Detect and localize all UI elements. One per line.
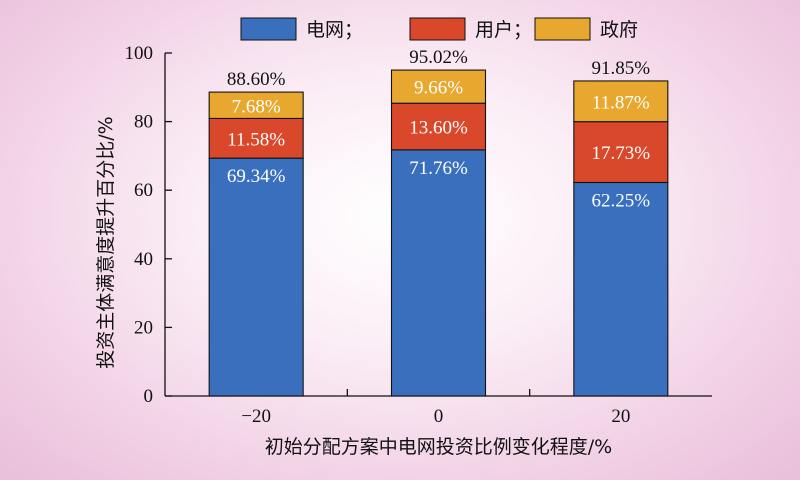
legend-label-2: 用户； [475,19,532,41]
total-labels: 88.60% 95.02% 91.85% [227,47,650,90]
legend-label-3: 政府 [600,19,638,41]
bar-segment-3 [390,69,487,104]
legend-swatch-1 [240,17,297,41]
legend-swatch-2 [409,17,466,41]
legend: 电网； 用户； 政府 [240,17,638,41]
total-value-label: 91.85% [592,58,651,79]
segment-value-label: 11.58% [227,129,285,150]
segment-value-label: 13.60% [409,118,468,139]
total-value-label: 88.60% [227,69,286,90]
bar-segment-3 [208,91,304,119]
y-tick-label: 0 [144,386,154,407]
y-tick-label: 40 [134,249,153,270]
segment-value-label: 69.34% [227,166,286,187]
y-ticks: 0 20 40 60 80 100 [125,43,172,407]
y-tick-label: 20 [134,317,153,338]
bar-segment-1 [573,181,669,397]
segment-value-label: 11.87% [592,92,650,113]
legend-swatch-3 [534,17,591,41]
x-tick-label: −20 [241,406,271,427]
y-tick-label: 100 [125,43,154,64]
legend-label-1: 电网； [306,19,363,41]
x-tick-label: 20 [611,406,630,427]
bar-segment-1 [390,149,487,397]
segment-labels: 69.34% 11.58% 7.68% 71.76% 13.60% 9.66% 62.25%… [227,78,650,212]
bar-segment-2 [390,102,487,151]
segment-value-label: 17.73% [592,143,651,164]
segment-value-label: 9.66% [414,78,463,99]
bar-segment-2 [573,121,669,184]
segment-value-label: 7.68% [232,96,281,117]
y-tick-label: 60 [134,180,153,201]
bar-segment-1 [208,157,304,397]
segment-value-label: 71.76% [409,158,468,179]
segment-value-label: 62.25% [592,190,651,211]
x-axis-title: 初始分配方案中电网投资比例变化程度/% [265,436,612,458]
bar-segment-3 [573,80,669,123]
x-ticks: −20 0 20 [241,389,630,427]
y-tick-label: 80 [134,112,153,133]
bars [208,69,669,397]
total-value-label: 95.02% [409,47,468,68]
x-tick-label: 0 [434,406,444,427]
y-axis-title: 投资主体满意度提升百分比/% [95,116,117,368]
